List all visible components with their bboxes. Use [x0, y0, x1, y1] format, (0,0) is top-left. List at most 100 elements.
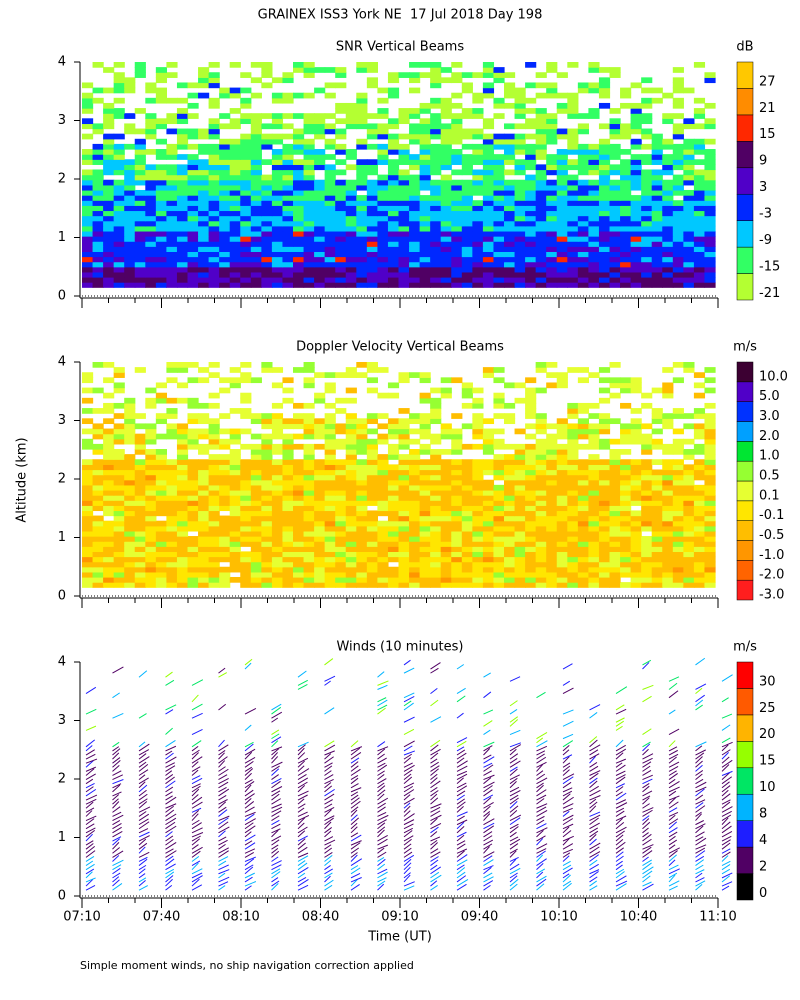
field-cell — [598, 367, 611, 373]
field-cell — [398, 443, 410, 450]
field-cell — [366, 123, 378, 130]
field-cell — [440, 449, 452, 455]
field-cell — [535, 536, 547, 542]
field-cell — [155, 210, 167, 217]
wind-barb — [271, 806, 283, 813]
field-cell — [409, 536, 421, 542]
wind-barb — [456, 854, 468, 862]
field-cell — [598, 520, 611, 527]
wind-barb — [377, 770, 385, 776]
field-cell — [113, 169, 125, 176]
colorbar-tick-label: -0.5 — [759, 528, 784, 543]
field-cell — [683, 256, 695, 263]
field-cell — [271, 200, 284, 206]
field-cell — [240, 525, 252, 532]
field-cell — [556, 546, 568, 552]
field-cell — [92, 154, 104, 160]
field-cell — [356, 266, 368, 273]
field-cell — [609, 72, 621, 78]
field-cell — [662, 495, 674, 501]
wind-barb — [191, 728, 203, 735]
field-cell — [683, 169, 695, 176]
field-cell — [219, 271, 231, 278]
field-cell — [366, 479, 378, 486]
field-cell — [461, 387, 473, 394]
wind-barb — [85, 758, 98, 764]
field-cell — [419, 372, 431, 378]
field-cell — [208, 530, 220, 537]
field-cell — [124, 77, 136, 84]
field-cell — [219, 438, 231, 445]
wind-barb — [191, 752, 199, 760]
wind-barb — [403, 789, 415, 797]
wind-barb — [456, 765, 468, 772]
field-cell — [303, 266, 315, 273]
field-cell — [208, 495, 220, 501]
field-cell — [525, 215, 537, 222]
field-cell — [672, 97, 684, 104]
field-cell — [535, 510, 547, 517]
field-cell — [198, 241, 210, 247]
field-cell — [124, 423, 136, 430]
field-cell — [472, 149, 484, 155]
field-cell — [556, 443, 568, 450]
field-cell — [704, 464, 716, 471]
field-cell — [356, 362, 368, 368]
wind-barb — [297, 781, 308, 789]
field-cell — [419, 236, 431, 242]
wind-barb — [297, 842, 306, 850]
field-cell — [514, 459, 526, 465]
field-cell — [556, 154, 568, 160]
field-cell — [134, 484, 146, 491]
field-cell — [693, 184, 706, 191]
field-cell — [198, 402, 210, 409]
field-cell — [493, 443, 505, 450]
wind-barb — [562, 749, 570, 756]
field-cell — [556, 169, 568, 176]
field-cell — [145, 428, 157, 435]
field-cell — [588, 67, 600, 73]
field-cell — [103, 169, 115, 176]
wind-barb — [112, 770, 122, 776]
field-cell — [567, 92, 579, 99]
wind-barb — [271, 774, 279, 780]
field-cell — [430, 413, 442, 419]
field-cell — [335, 469, 347, 476]
field-cell — [482, 438, 495, 445]
field-cell — [409, 225, 421, 232]
field-cell — [240, 500, 252, 506]
field-cell — [620, 530, 632, 537]
field-cell — [124, 123, 136, 130]
field-cell — [409, 241, 421, 247]
field-cell — [683, 505, 695, 512]
field-cell — [461, 571, 473, 578]
field-cell — [219, 200, 231, 206]
field-cell — [693, 556, 706, 563]
wind-barb — [377, 704, 388, 711]
wind-barb — [324, 830, 332, 838]
field-cell — [461, 282, 473, 288]
wind-barb — [350, 842, 361, 850]
field-cell — [398, 541, 410, 547]
field-cell — [134, 174, 146, 181]
field-cell — [546, 266, 558, 273]
wind-barb — [483, 709, 494, 715]
field-cell — [409, 164, 421, 171]
field-cell — [577, 541, 589, 547]
field-cell — [609, 164, 621, 171]
field-cell — [504, 169, 516, 176]
field-cell — [398, 484, 410, 491]
wind-barb — [483, 741, 495, 748]
field-cell — [314, 184, 326, 191]
field-cell — [546, 505, 558, 512]
field-cell — [387, 189, 400, 196]
field-cell — [398, 372, 410, 378]
field-cell — [155, 230, 167, 237]
field-cell — [134, 525, 146, 532]
wind-barb — [430, 871, 440, 879]
field-cell — [482, 138, 495, 145]
wind-barb — [138, 756, 150, 764]
field-cell — [282, 133, 294, 140]
field-cell — [92, 546, 104, 552]
field-cell — [314, 266, 326, 273]
